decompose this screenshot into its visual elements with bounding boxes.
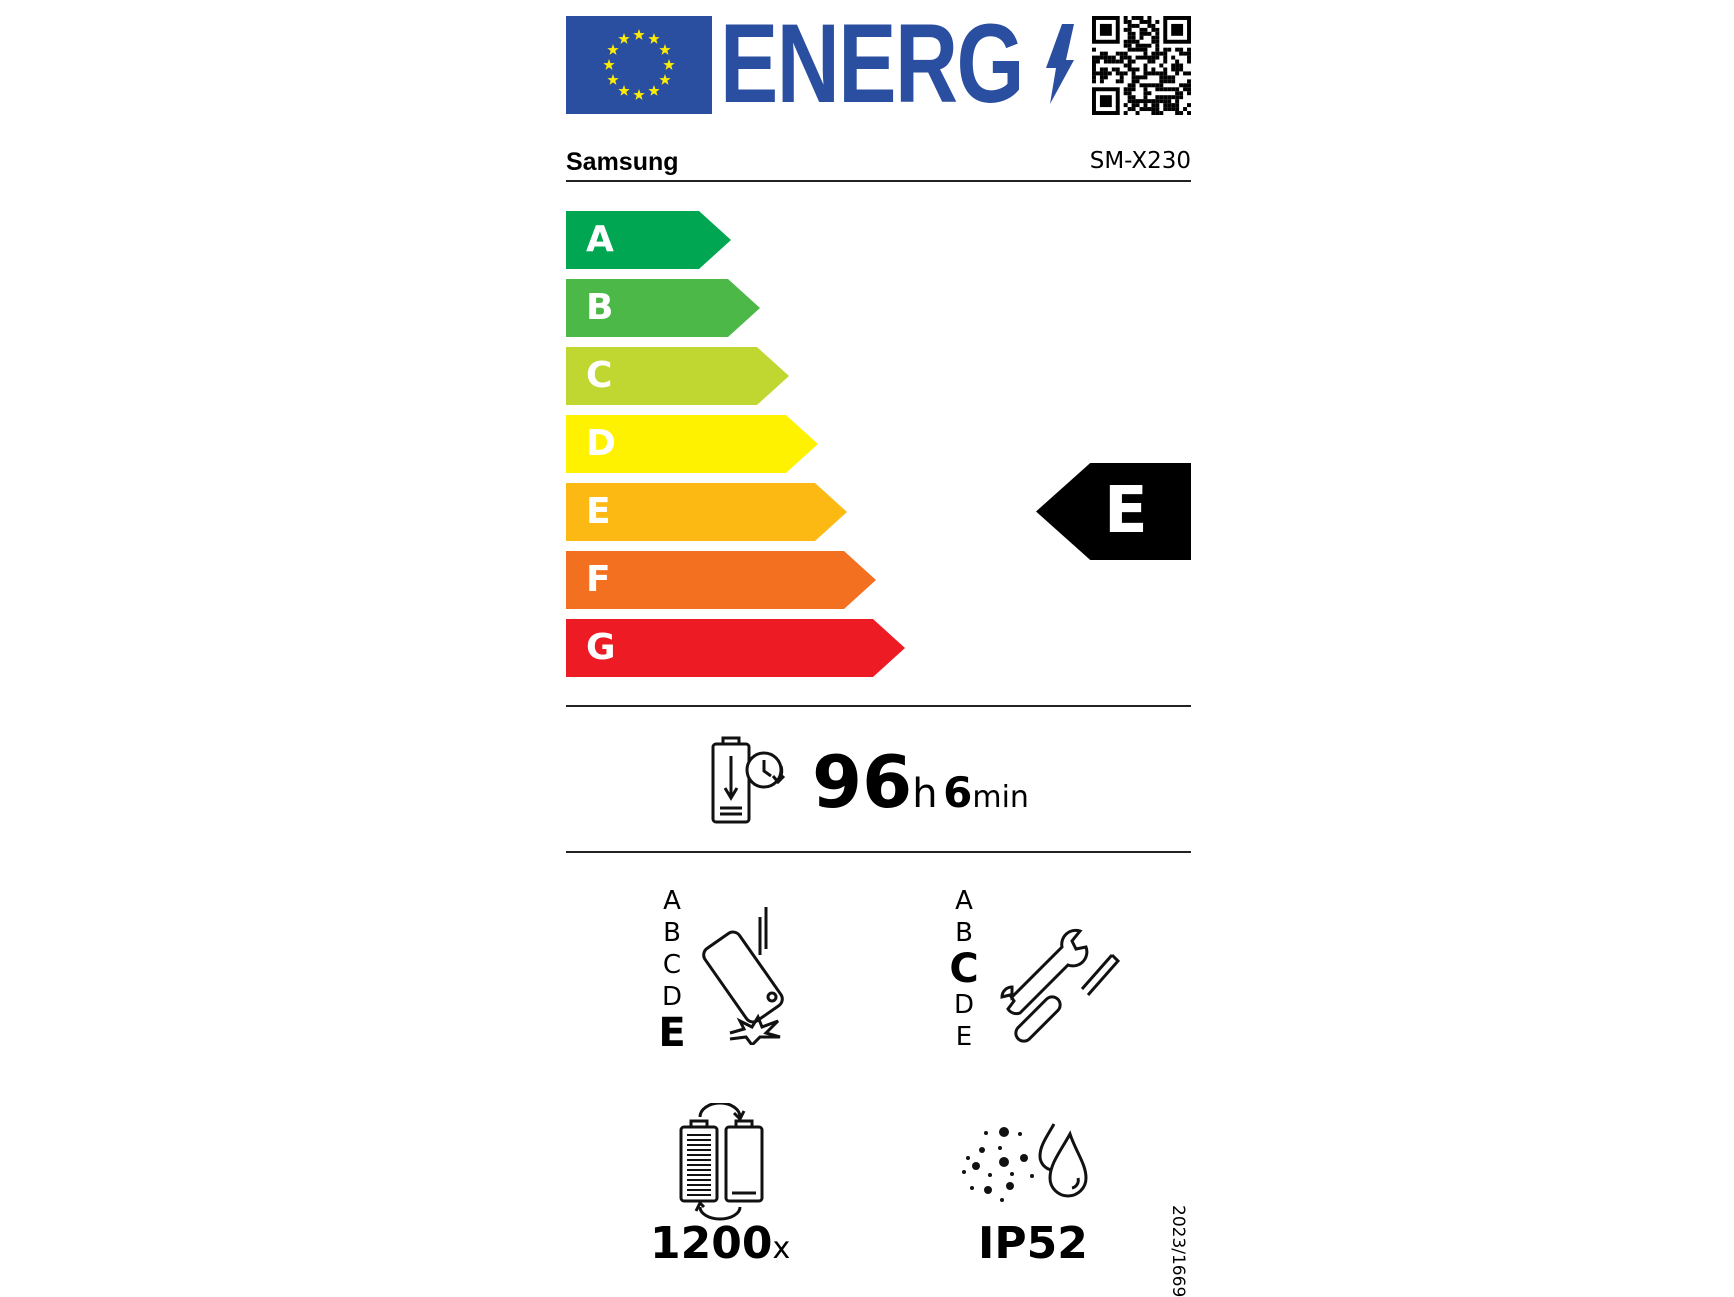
energy-bar-label: G [586,627,616,668]
energy-bar-d: D [566,415,818,473]
divider [566,851,1191,853]
eu-flag [566,16,712,114]
energy-class: E [1104,474,1148,548]
energy-bar-f: F [566,551,876,609]
divider [566,705,1191,707]
grade-c: C [949,946,979,992]
qr-finder [1171,23,1184,36]
star-icon [603,59,615,70]
divider [566,180,1191,182]
grade-a: A [955,886,973,916]
supplier-name: Samsung [566,148,679,176]
star-icon [607,44,619,55]
energy-bar-g: G [566,619,905,677]
ingress-protection: IP52 [978,1218,1088,1269]
battery-cycles-icon [679,1103,764,1221]
grade-b: B [955,918,973,948]
model-identifier: SM-X230 [1089,148,1191,174]
minutes-unit: min [972,780,1029,815]
endurance-hours: 96 [812,740,913,824]
lightning-bolt-icon [1046,24,1074,104]
grade-e: E [658,1010,686,1056]
eu-stars-icon [603,29,675,100]
cycles-value: 1200 [650,1218,773,1269]
hours-unit: h [912,771,938,817]
energy-logo-text: ENERG [720,1,1024,126]
energy-bar-b: B [566,279,760,337]
star-icon [618,33,630,44]
grade-a: A [663,886,681,916]
star-icon [659,44,671,55]
dust-water-icon [962,1123,1088,1202]
grade-b: B [663,918,681,948]
energy-class-arrow: E [1036,463,1191,560]
star-icon [633,29,645,40]
qr-code-icon [1092,16,1191,115]
repair-tools-icon [1000,928,1121,1043]
energy-bar-label: C [586,355,613,396]
energy-bar-label: E [586,491,611,532]
energy-bar-e: E [566,483,847,541]
energy-bar-label: D [586,423,616,464]
star-icon [663,59,675,70]
energy-bar-c: C [566,347,789,405]
star-icon [648,85,660,96]
energy-bar-label: F [586,559,611,600]
battery-cycles: 1200x [650,1218,790,1269]
energy-bar-a: A [566,211,731,269]
regulation-number: 2023/1669 [1168,1205,1188,1297]
grade-d: D [661,982,683,1012]
cycles-unit: x [772,1231,791,1266]
grade-c: C [662,950,682,980]
grade-d: D [953,990,975,1020]
phone-drop-icon [702,907,784,1045]
endurance-minutes: 6 [943,768,973,817]
battery-endurance-icon [711,736,786,824]
star-icon [633,89,645,100]
star-icon [648,33,660,44]
energy-bar-label: A [586,219,614,260]
star-icon [618,85,630,96]
qr-finder [1099,23,1112,36]
battery-endurance: 96h 6min [812,740,1029,824]
star-icon [659,74,671,85]
star-icon [607,74,619,85]
grade-e: E [955,1022,973,1052]
qr-finder [1099,95,1112,108]
energy-bar-label: B [586,287,614,328]
